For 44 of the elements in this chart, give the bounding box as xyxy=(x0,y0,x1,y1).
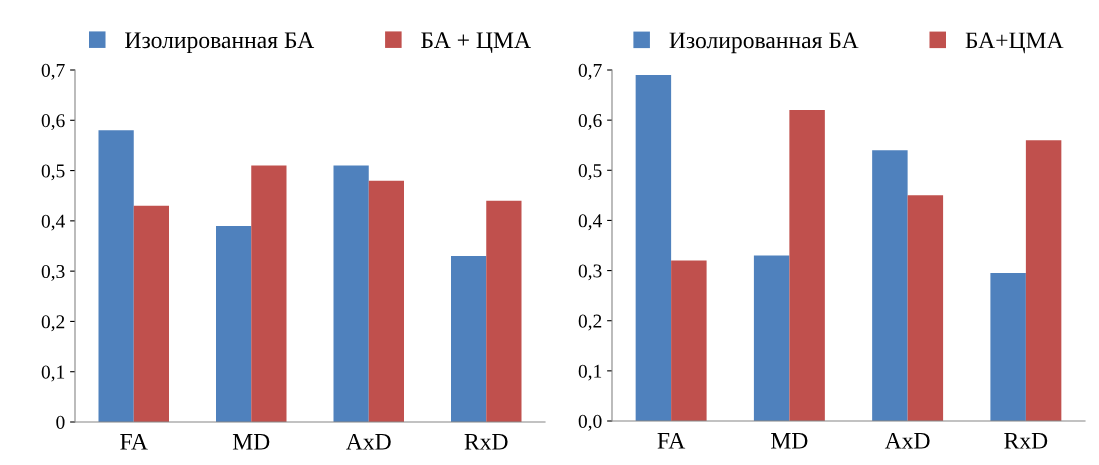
bar xyxy=(216,225,252,422)
bar xyxy=(133,205,169,422)
bar xyxy=(251,165,287,422)
y-tick-label: 0 xyxy=(56,415,65,429)
y-tick-label: 0,4 xyxy=(41,214,65,231)
y-tick-label: 0,5 xyxy=(41,164,65,181)
y-tick-label: 0,5 xyxy=(578,164,602,181)
y-tick-label: 0,6 xyxy=(578,113,602,130)
bar xyxy=(990,273,1026,421)
y-tick-label: 0,1 xyxy=(41,365,65,382)
y-tick-label: 0,4 xyxy=(578,214,602,231)
bar xyxy=(1025,140,1062,421)
y-tick-label: 0,3 xyxy=(41,264,65,281)
x-tick-label: MD xyxy=(771,433,808,449)
x-tick-label: FA xyxy=(657,432,686,449)
legend-label: БА+ЦМА xyxy=(965,32,1064,54)
y-tick-label: 0,1 xyxy=(578,364,602,381)
y-tick-label: 0,7 xyxy=(41,63,65,80)
bar xyxy=(451,256,487,422)
legend-label: БА + ЦМА xyxy=(421,32,531,53)
bar xyxy=(486,200,522,422)
x-tick-label: AxD xyxy=(346,433,391,450)
y-tick-label: 0,0 xyxy=(578,414,602,431)
legend-label: Изолированная БА xyxy=(125,32,315,53)
x-tick-label: MD xyxy=(232,434,270,450)
y-tick-label: 0,6 xyxy=(41,114,65,131)
y-tick-label: 0,7 xyxy=(578,63,602,80)
y-tick-label: 0,2 xyxy=(578,314,602,331)
y-tick-label: 0,2 xyxy=(41,315,65,332)
x-tick-label: RxD xyxy=(464,434,508,450)
bar xyxy=(98,130,134,422)
bar xyxy=(671,260,707,421)
bar xyxy=(368,180,404,422)
y-tick-label: 0,3 xyxy=(578,264,602,281)
bar xyxy=(907,195,944,421)
x-tick-label: AxD xyxy=(884,432,930,449)
bar xyxy=(333,165,369,422)
bar xyxy=(635,75,672,421)
x-tick-label: FA xyxy=(120,433,148,450)
bar xyxy=(753,255,790,421)
bar xyxy=(789,110,825,421)
bar xyxy=(872,150,908,421)
legend-label: Изолированная БА xyxy=(669,32,859,54)
x-tick-label: RxD xyxy=(1004,433,1048,449)
